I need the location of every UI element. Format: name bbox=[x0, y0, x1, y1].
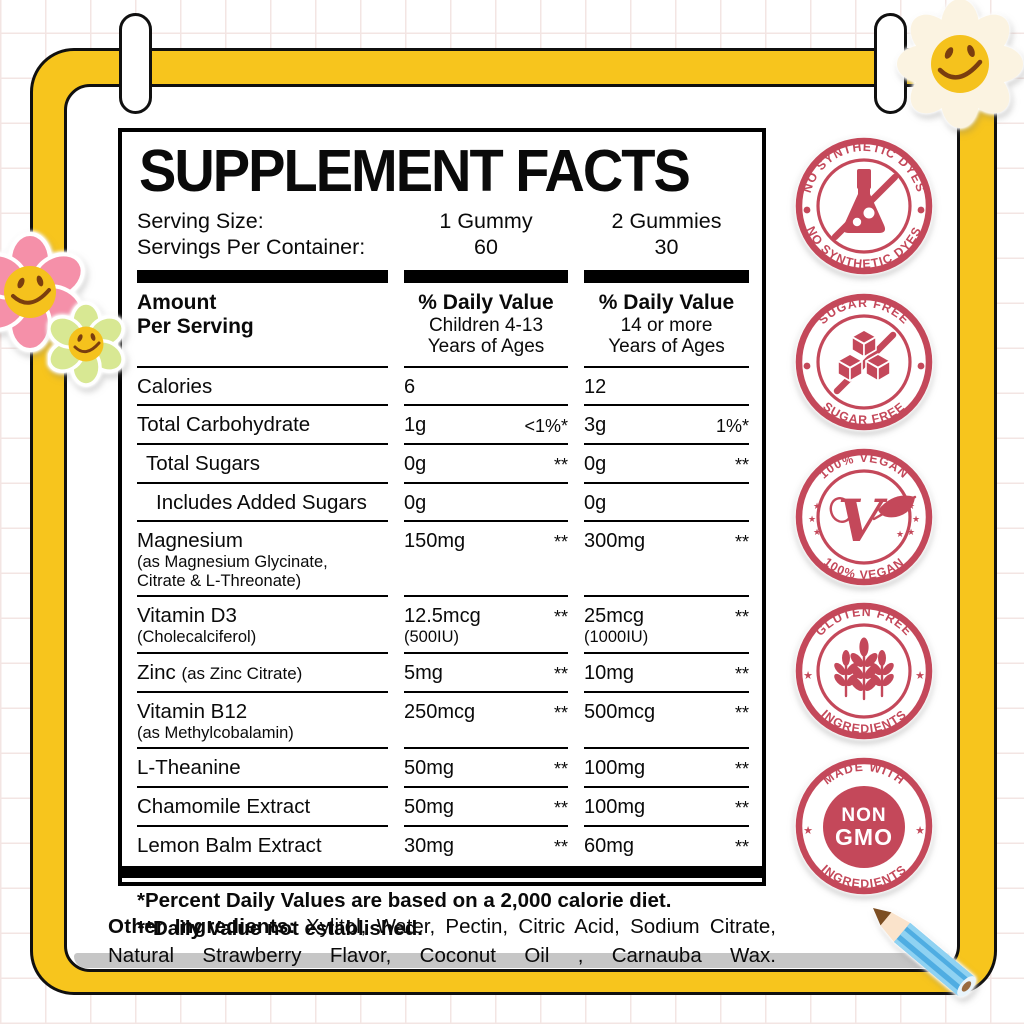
svg-text:★: ★ bbox=[915, 825, 925, 837]
panel-title: SUPPLEMENT FACTS bbox=[139, 136, 691, 204]
svg-text:★: ★ bbox=[813, 501, 821, 511]
table-row: Chamomile Extract 50mg ** 100mg ** bbox=[137, 788, 750, 827]
pink-flower-smiley-sticker bbox=[0, 232, 85, 352]
clip-left-icon bbox=[119, 13, 152, 114]
green-flower-smiley-sticker bbox=[48, 301, 125, 387]
table-row: Total Sugars 0g ** 0g ** bbox=[137, 445, 750, 484]
footnote-divider-bar bbox=[122, 866, 762, 878]
daisy-center bbox=[931, 35, 989, 93]
table-row: Vitamin B12 (as Methylcobalamin) 250mcg *… bbox=[137, 693, 750, 749]
footnotes: *Percent Daily Values are based on a 2,0… bbox=[137, 889, 672, 940]
serving-col1: 1 Gummy 60 bbox=[439, 209, 533, 259]
svg-text:★: ★ bbox=[803, 825, 813, 837]
other-ingredients-label: Other Ingredients: bbox=[108, 914, 296, 938]
table-row: Calories 6 12 bbox=[137, 368, 750, 406]
pencil-icon bbox=[873, 908, 976, 997]
other-ingredients: Other Ingredients: Xylitol, Water, Pecti… bbox=[108, 914, 776, 967]
svg-text:★: ★ bbox=[896, 529, 904, 539]
daisy-smiley-face bbox=[937, 44, 983, 80]
paper-bottom-shadow bbox=[74, 953, 950, 968]
table-row: Zinc (as Zinc Citrate) 5mg ** 10mg ** bbox=[137, 654, 750, 693]
serving-info: Serving Size: Servings Per Container: 1 … bbox=[137, 208, 750, 260]
column-divider-bars bbox=[137, 270, 750, 283]
table-row: Vitamin D3 (Cholecalciferol) 12.5mcg (500… bbox=[137, 597, 750, 654]
supplement-facts-panel: SUPPLEMENT FACTS Serving Size: Servings … bbox=[118, 128, 766, 940]
table-row: L-Theanine 50mg ** 100mg ** bbox=[137, 749, 750, 788]
table-row: Lemon Balm Extract 30mg ** 60mg ** bbox=[137, 834, 749, 857]
no-synthetic-dyes-flask-icon bbox=[831, 169, 899, 241]
svg-text:★: ★ bbox=[912, 514, 920, 524]
table-row: Total Carbohydrate 1g <1%* 3g 1%* bbox=[137, 406, 750, 445]
badge-100-vegan: 100% VEGAN 100% VEGAN ★★★ ★★★ V ★ bbox=[795, 448, 933, 586]
table-row: Includes Added Sugars 0g 0g bbox=[137, 484, 750, 522]
serving-labels: Serving Size: Servings Per Container: bbox=[137, 209, 366, 259]
green-flower-center bbox=[68, 326, 104, 362]
sugar-free-cubes-icon bbox=[833, 329, 897, 395]
header-dv-children: % Daily Value Children 4-13 Years of Age… bbox=[404, 283, 568, 368]
header-amount: Amount Per Serving bbox=[137, 283, 388, 368]
header-dv-adults: % Daily Value 14 or more Years of Ages bbox=[584, 283, 749, 368]
badge-non-gmo: MADE WITH INGREDIENTS ★ ★ NON GMO bbox=[795, 757, 933, 895]
pink-flower-smiley-face bbox=[11, 275, 51, 305]
svg-text:V: V bbox=[837, 487, 887, 555]
badge-sugar-free: SUGAR FREE SUGAR FREE bbox=[795, 293, 933, 431]
badge-gluten-free: GLUTEN FREE INGREDIENTS ★ ★ bbox=[795, 602, 933, 740]
gluten-free-wheat-icon bbox=[834, 637, 894, 701]
table-row: Magnesium (as Magnesium Glycinate, Citra… bbox=[137, 522, 750, 597]
svg-text:★: ★ bbox=[915, 670, 925, 682]
svg-text:★: ★ bbox=[803, 670, 813, 682]
pencil-sticker bbox=[873, 908, 976, 997]
svg-text:GMO: GMO bbox=[835, 824, 893, 850]
serving-col2: 2 Gummies 30 bbox=[611, 209, 722, 259]
pink-flower-center bbox=[4, 266, 56, 318]
svg-text:★: ★ bbox=[808, 514, 816, 524]
vegan-v-leaf-icon: V ★ bbox=[829, 487, 917, 555]
badge-no-synthetic-dyes: NO SYNTHETIC DYES NO SYNTHETIC DYES bbox=[795, 137, 933, 275]
non-gmo-disc-icon: NON GMO bbox=[823, 786, 905, 868]
svg-text:★: ★ bbox=[813, 527, 821, 537]
svg-text:NON: NON bbox=[841, 805, 886, 826]
green-flower-smiley-face bbox=[73, 333, 101, 354]
daisy-smiley-sticker bbox=[897, 0, 1023, 128]
svg-text:★: ★ bbox=[907, 527, 915, 537]
column-headers: Amount Per Serving % Daily Value Childre… bbox=[137, 283, 750, 368]
